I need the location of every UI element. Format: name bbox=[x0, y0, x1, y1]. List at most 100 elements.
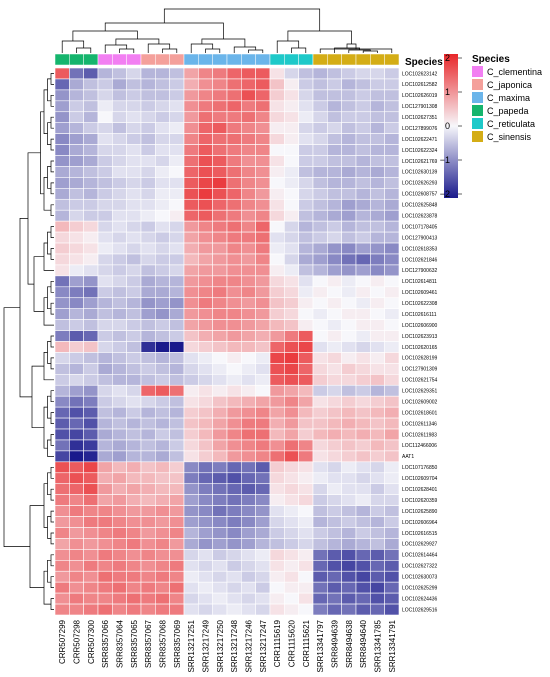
heatmap-cell bbox=[298, 384, 314, 397]
heatmap-cell bbox=[370, 100, 385, 113]
heatmap-cell bbox=[384, 308, 400, 320]
heatmap-cell bbox=[212, 166, 228, 178]
row-label: LOC102609461 bbox=[402, 290, 438, 296]
heatmap-cell bbox=[126, 428, 142, 441]
heatmap-cell bbox=[69, 384, 84, 397]
heatmap-cell bbox=[255, 89, 271, 102]
dendrogram-branch bbox=[19, 218, 32, 398]
heatmap-cell bbox=[169, 603, 185, 616]
heatmap-cell bbox=[140, 549, 156, 561]
heatmap-cell bbox=[169, 177, 185, 189]
heatmap-cell bbox=[212, 100, 228, 113]
heatmap-cell bbox=[384, 549, 400, 561]
heatmap-cell bbox=[69, 527, 84, 539]
column-label: SRR8494640 bbox=[359, 619, 368, 668]
heatmap-cell bbox=[198, 67, 213, 80]
heatmap-cell bbox=[140, 188, 156, 200]
heatmap-cell bbox=[212, 78, 228, 91]
heatmap-cell bbox=[126, 67, 142, 80]
heatmap-cell bbox=[97, 220, 113, 233]
heatmap-cell bbox=[69, 341, 84, 353]
legend-entry-label: C_maxima bbox=[487, 93, 530, 103]
heatmap-cell bbox=[312, 188, 328, 200]
heatmap-cell bbox=[169, 395, 185, 408]
heatmap-cell bbox=[384, 559, 400, 572]
heatmap-cell bbox=[97, 308, 113, 320]
heatmap-cell bbox=[155, 100, 170, 113]
species-annotation-cell bbox=[183, 53, 199, 66]
legend-entry-label: C_papeda bbox=[487, 106, 529, 116]
heatmap-cell bbox=[255, 581, 271, 594]
heatmap-cell bbox=[226, 538, 242, 550]
heatmap-cell bbox=[112, 198, 127, 211]
heatmap-cell bbox=[355, 549, 371, 561]
heatmap-cell bbox=[69, 570, 84, 583]
heatmap-cell bbox=[384, 494, 400, 506]
heatmap-cell bbox=[284, 406, 299, 419]
heatmap-cell bbox=[341, 505, 357, 517]
dendrogram-branch bbox=[50, 335, 54, 348]
heatmap-cell bbox=[169, 286, 185, 299]
heatmap-cell bbox=[83, 549, 99, 561]
heatmap-cell bbox=[241, 505, 256, 517]
heatmap-cell bbox=[126, 483, 142, 495]
heatmap-cell bbox=[83, 592, 99, 605]
heatmap-cell bbox=[155, 374, 170, 386]
heatmap-cell bbox=[255, 395, 271, 408]
heatmap-cell bbox=[183, 472, 199, 485]
heatmap-cell bbox=[97, 188, 113, 200]
heatmap-cell bbox=[140, 406, 156, 419]
heatmap-cell bbox=[298, 275, 314, 288]
heatmap-cell bbox=[212, 177, 228, 189]
heatmap-cell bbox=[212, 363, 228, 375]
heatmap-cell bbox=[370, 374, 385, 386]
heatmap-cell bbox=[69, 122, 84, 134]
heatmap-cell bbox=[255, 253, 271, 266]
heatmap-cell bbox=[198, 341, 213, 353]
heatmap-cell bbox=[140, 450, 156, 463]
heatmap-cell bbox=[312, 505, 328, 517]
heatmap-cell bbox=[97, 505, 113, 517]
heatmap-cell bbox=[298, 209, 314, 222]
heatmap-cell bbox=[298, 461, 314, 474]
heatmap-cell bbox=[126, 581, 142, 594]
heatmap-cell bbox=[212, 122, 228, 134]
row-label: LOC107178405 bbox=[402, 224, 438, 230]
heatmap-cell bbox=[341, 264, 357, 277]
heatmap-cell bbox=[97, 89, 113, 102]
heatmap-cell bbox=[241, 198, 256, 211]
heatmap-cell bbox=[269, 220, 285, 233]
heatmap-cell bbox=[112, 592, 127, 605]
heatmap-cell bbox=[183, 177, 199, 189]
heatmap-cell bbox=[255, 538, 271, 550]
heatmap-cell bbox=[212, 406, 228, 419]
dendrogram-branch bbox=[287, 30, 352, 44]
dendrogram-branch bbox=[50, 412, 54, 424]
heatmap-cell bbox=[54, 177, 70, 189]
heatmap-cell bbox=[169, 78, 185, 91]
heatmap-cell bbox=[241, 341, 256, 353]
heatmap-cell bbox=[284, 483, 299, 495]
heatmap-cell bbox=[83, 363, 99, 375]
heatmap-cell bbox=[341, 363, 357, 375]
heatmap-cell bbox=[54, 461, 70, 474]
heatmap-cell bbox=[298, 188, 314, 200]
heatmap-cell bbox=[112, 308, 127, 320]
heatmap-cell bbox=[370, 209, 385, 222]
species-annotation-cell bbox=[212, 53, 228, 66]
heatmap-cell bbox=[355, 483, 371, 495]
heatmap-cell bbox=[183, 166, 199, 178]
heatmap-cell bbox=[241, 363, 256, 375]
dendrogram-branch bbox=[72, 30, 138, 41]
heatmap-cell bbox=[255, 319, 271, 331]
heatmap-cell bbox=[327, 122, 342, 134]
heatmap-cell bbox=[212, 559, 228, 572]
heatmap-cell bbox=[255, 341, 271, 353]
heatmap-cell bbox=[327, 581, 342, 594]
heatmap-cell bbox=[341, 177, 357, 189]
heatmap-cell bbox=[126, 494, 142, 506]
heatmap-cell bbox=[241, 374, 256, 386]
heatmap-cell bbox=[269, 330, 285, 342]
heatmap-cell bbox=[341, 220, 357, 233]
heatmap-cell bbox=[241, 166, 256, 178]
